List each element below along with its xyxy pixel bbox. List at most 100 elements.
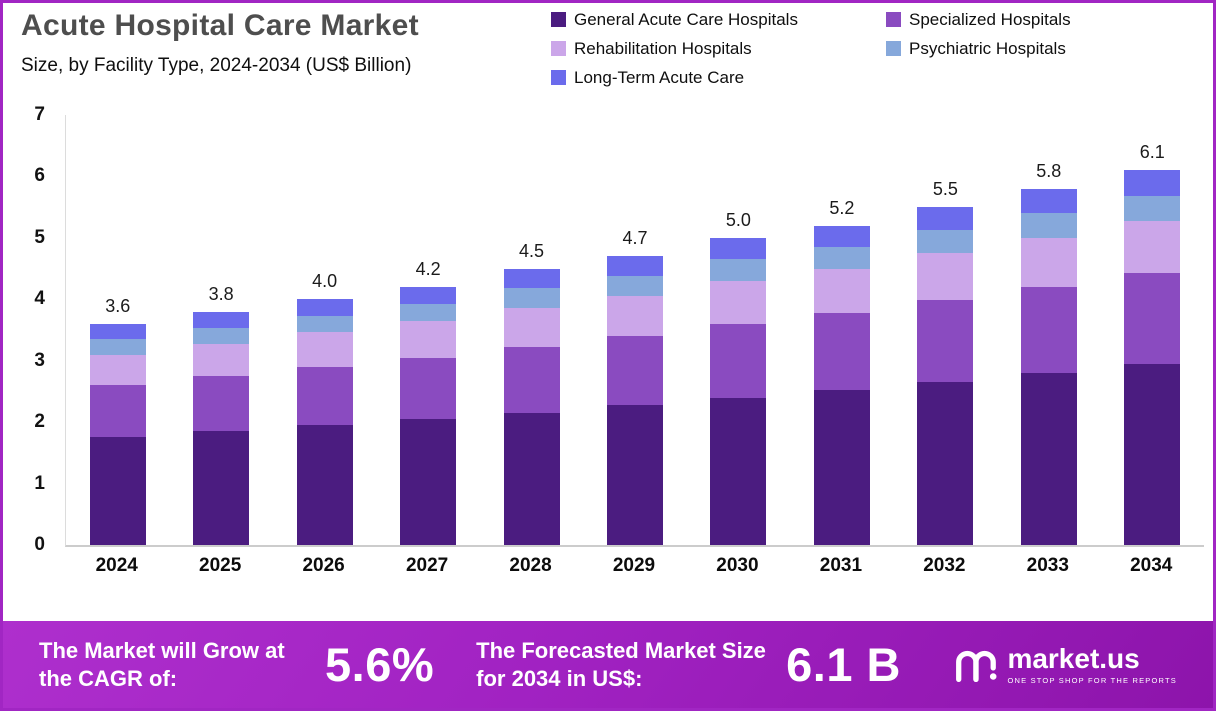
bar-segment-general-acute-care-hospitals: [89, 437, 146, 545]
bar-segment-rehabilitation-hospitals: [400, 321, 457, 358]
bar-segment-rehabilitation-hospitals: [1020, 237, 1077, 287]
y-tick-label: 5: [34, 226, 45, 248]
legend-item-long-term-acute-care: Long-Term Acute Care: [551, 69, 886, 86]
legend-item-specialized-hospitals: Specialized Hospitals: [886, 11, 1166, 28]
bar-total-label: 4.2: [415, 259, 441, 279]
bar-segment-general-acute-care-hospitals: [1020, 372, 1077, 545]
legend-label: General Acute Care Hospitals: [574, 10, 798, 29]
bar-column-2034: 6.1: [1101, 115, 1204, 545]
bar-segment-rehabilitation-hospitals: [296, 332, 353, 367]
bar-total-label: 6.1: [1139, 142, 1165, 163]
legend-swatch-specialized-hospitals: [886, 12, 901, 27]
bar-segment-specialized-hospitals: [1124, 272, 1181, 364]
bar-segment-psychiatric-hospitals: [606, 275, 663, 296]
bar-segment-long-term-acute-care: [400, 287, 457, 305]
bar-column-2029: 4.7: [583, 115, 686, 545]
bar-total-label: 5.0: [725, 209, 751, 230]
bar-stack-2031: [813, 225, 870, 545]
bar-segment-general-acute-care-hospitals: [503, 412, 560, 545]
bar-segment-long-term-acute-care: [296, 299, 353, 316]
bar-segment-general-acute-care-hospitals: [813, 390, 870, 545]
y-tick-label: 0: [34, 534, 45, 555]
bar-column-2030: 5.0: [687, 115, 790, 545]
bar-segment-specialized-hospitals: [193, 376, 250, 432]
y-tick-label: 1: [34, 472, 45, 494]
bar-segment-rehabilitation-hospitals: [606, 295, 663, 336]
bar-stack-2034: [1124, 170, 1181, 545]
bar-segment-general-acute-care-hospitals: [917, 381, 974, 545]
bar-segment-psychiatric-hospitals: [710, 259, 767, 281]
legend-swatch-general-acute-care-hospitals: [551, 12, 566, 27]
x-axis-label-2033: 2033: [1026, 555, 1069, 576]
bar-segment-psychiatric-hospitals: [1124, 196, 1181, 222]
bar-segment-psychiatric-hospitals: [813, 247, 870, 269]
bar-column-2026: 4.0: [273, 115, 376, 545]
bar-column-2028: 4.5: [480, 115, 583, 545]
bar-stack-2025: [193, 311, 250, 545]
bar-segment-specialized-hospitals: [813, 312, 870, 391]
x-axis-label-2031: 2031: [819, 555, 863, 576]
bar-segment-psychiatric-hospitals: [296, 315, 353, 333]
logo-tagline: ONE STOP SHOP FOR THE REPORTS: [1007, 675, 1177, 685]
x-axis-label-2026: 2026: [302, 555, 345, 576]
bar-segment-psychiatric-hospitals: [400, 304, 457, 322]
x-axis-label-2028: 2028: [509, 555, 552, 576]
x-axis-label-2029: 2029: [612, 555, 656, 576]
bar-stack-2033: [1020, 188, 1077, 545]
bar-segment-specialized-hospitals: [917, 299, 974, 382]
y-tick-label: 6: [34, 165, 45, 187]
bar-total-label: 4.0: [312, 271, 338, 292]
footer-banner: The Market will Grow at the CAGR of: 5.6…: [3, 621, 1213, 708]
logo-wordmark: market.us: [1007, 642, 1140, 674]
bar-segment-long-term-acute-care: [503, 268, 560, 289]
bar-segment-general-acute-care-hospitals: [296, 425, 353, 545]
plot-area: 3.6 3.8 4.0 4.2 4.5 4.7 5.0 5.2 5.5 5.8 6.1: [65, 115, 1204, 547]
bar-total-label: 5.8: [1036, 160, 1062, 181]
legend-label: Specialized Hospitals: [909, 10, 1071, 29]
bar-total-label: 4.7: [622, 228, 648, 249]
bar-segment-rehabilitation-hospitals: [710, 280, 767, 324]
bar-segment-general-acute-care-hospitals: [1124, 363, 1181, 545]
bar-stack-2026: [296, 299, 353, 545]
bar-segment-long-term-acute-care: [710, 237, 767, 260]
legend-swatch-rehabilitation-hospitals: [551, 41, 566, 56]
bar-segment-long-term-acute-care: [1020, 188, 1077, 214]
bar-stack-2030: [710, 237, 767, 545]
bar-stack-2032: [917, 207, 974, 545]
bar-segment-psychiatric-hospitals: [193, 327, 250, 344]
bar-total-label: 5.2: [829, 197, 855, 218]
x-axis-label-2030: 2030: [716, 555, 759, 576]
bar-segment-specialized-hospitals: [89, 385, 146, 438]
bar-segment-general-acute-care-hospitals: [710, 397, 767, 545]
bar-column-2033: 5.8: [997, 115, 1100, 545]
y-tick-label: 3: [34, 349, 45, 371]
bar-segment-specialized-hospitals: [710, 323, 767, 398]
bar-stack-2024: [89, 323, 146, 545]
bar-segment-specialized-hospitals: [606, 335, 663, 405]
cagr-value: 5.6%: [325, 638, 435, 691]
bar-segment-long-term-acute-care: [813, 225, 870, 248]
legend-label: Long-Term Acute Care: [574, 68, 745, 87]
legend-item-general-acute-care-hospitals: General Acute Care Hospitals: [551, 11, 886, 28]
page-subtitle: Size, by Facility Type, 2024-2034 (US$ B…: [21, 55, 412, 76]
bar-segment-psychiatric-hospitals: [1020, 213, 1077, 238]
bar-segment-psychiatric-hospitals: [503, 288, 560, 308]
forecast-value: 6.1 B: [786, 638, 901, 691]
bar-segment-rehabilitation-hospitals: [193, 343, 250, 377]
bar-segment-specialized-hospitals: [503, 346, 560, 413]
bar-segment-general-acute-care-hospitals: [606, 404, 663, 545]
marketus-logo: market.us ONE STOP SHOP FOR THE REPORTS: [952, 642, 1177, 688]
bar-segment-psychiatric-hospitals: [89, 339, 146, 355]
bar-total-label: 5.5: [932, 179, 958, 200]
x-axis: 2024 2025 2026 2027 2028 2029 2030 2031 2032 2033…: [65, 555, 1203, 577]
bar-segment-long-term-acute-care: [89, 323, 146, 340]
bar-column-2024: 3.6: [66, 115, 169, 545]
bar-stack-2028: [503, 268, 560, 545]
bar-segment-long-term-acute-care: [606, 256, 663, 276]
legend-swatch-long-term-acute-care: [551, 70, 566, 85]
x-axis-label-2027: 2027: [405, 555, 449, 576]
bar-column-2031: 5.2: [790, 115, 893, 545]
cagr-label: The Market will Grow at the CAGR of:: [39, 638, 285, 691]
bar-segment-specialized-hospitals: [1020, 286, 1077, 373]
